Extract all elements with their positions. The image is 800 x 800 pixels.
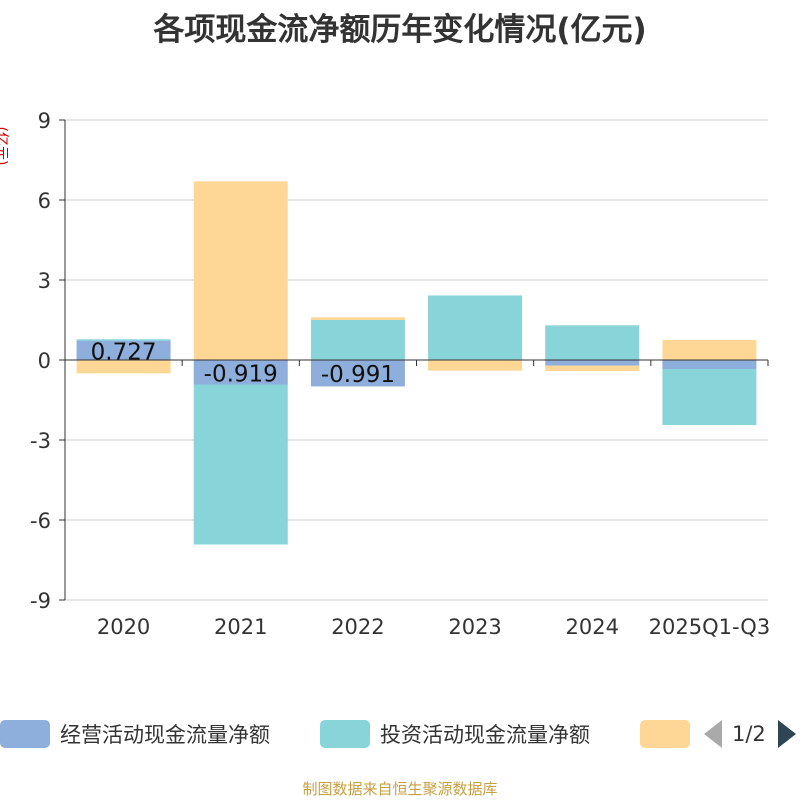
legend-label-investing: 投资活动现金流量净额: [380, 723, 590, 747]
bar-financing: [76, 360, 171, 374]
legend-swatch-investing: [320, 720, 370, 748]
legend-item-operating[interactable]: 经营活动现金流量净额: [0, 716, 270, 752]
bar-investing: [428, 295, 523, 360]
y-tick-label: 0: [38, 349, 51, 373]
x-tick-label: 2025Q1-Q3: [649, 615, 771, 639]
bar-financing: [193, 181, 288, 360]
x-tick-label: 2022: [331, 615, 384, 639]
bar-financing: [662, 340, 757, 360]
bar-operating: [76, 340, 171, 360]
data-label-operating: 0.727: [91, 339, 157, 365]
chart-title: 各项现金流净额历年变化情况(亿元): [153, 12, 647, 48]
x-tick-label: 2020: [97, 615, 150, 639]
axes: 9 6 3 0 -3 -6 -9 2020 2021 2022 2023 2024 2025Q1-Q3: [30, 109, 770, 639]
legend-page-indicator: 1/2: [732, 722, 766, 746]
data-source-note: 制图数据来自恒生聚源数据库: [302, 780, 498, 798]
legend-item-investing[interactable]: 投资活动现金流量净额: [320, 716, 590, 752]
bar-operating: [662, 360, 757, 369]
bar-financing: [545, 365, 640, 371]
bar-operating: [193, 360, 288, 385]
bar-operating: [310, 360, 405, 387]
x-tick-label: 2023: [448, 615, 501, 639]
data-label-operating: -0.991: [321, 362, 395, 388]
y-tick-label: 6: [38, 189, 51, 213]
legend-swatch-financing: [640, 720, 690, 748]
grid-lines: [65, 119, 768, 601]
y-tick-label: -3: [30, 429, 51, 453]
bar-financing: [428, 360, 523, 371]
chevron-right-icon[interactable]: [777, 720, 796, 748]
chevron-left-icon[interactable]: [704, 720, 722, 748]
bar-financing: [310, 317, 405, 320]
bar-investing: [310, 320, 405, 360]
y-tick-label: 9: [38, 109, 51, 133]
y-tick-label: -9: [30, 589, 51, 613]
bar-investing: [662, 368, 757, 425]
legend: 经营活动现金流量净额 投资活动现金流量净额 1/2: [0, 716, 800, 752]
y-tick-label: 3: [38, 269, 51, 293]
legend-label-operating: 经营活动现金流量净额: [60, 723, 270, 747]
y-tick-label: -6: [30, 509, 51, 533]
x-tick-label: 2024: [566, 615, 619, 639]
data-label-operating: -0.919: [204, 361, 278, 387]
bar-investing: [545, 325, 640, 360]
data-labels: 0.727 -0.919 -0.991: [91, 339, 395, 388]
legend-item-financing[interactable]: [640, 716, 690, 752]
bar-investing: [76, 339, 171, 341]
legend-pager: 1/2: [704, 716, 796, 752]
x-tick-label: 2021: [214, 615, 267, 639]
legend-swatch-operating: [0, 720, 50, 748]
bar-investing: [193, 384, 288, 545]
bar-operating: [545, 360, 640, 366]
bars: [76, 181, 757, 545]
